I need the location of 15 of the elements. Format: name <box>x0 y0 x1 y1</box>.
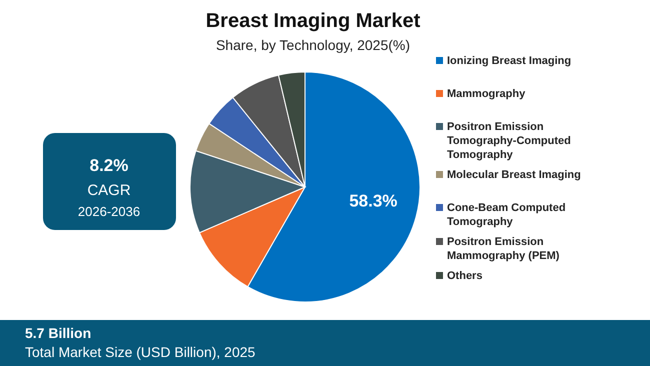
legend-label: Positron Emission Mammography (PEM) <box>447 236 560 262</box>
legend-label: Positron Emission Tomography-Computed Tomography <box>447 121 571 161</box>
legend-label: Molecular Breast Imaging <box>447 169 581 181</box>
chart-subtitle: Share, by Technology, 2025(%) <box>216 37 410 53</box>
chart-title: Breast Imaging Market <box>206 10 421 32</box>
text: Total Market Size (USD Billion), 2025 <box>25 344 256 360</box>
legend-label: Others <box>447 270 482 282</box>
text: 5.7 Billion <box>25 325 92 341</box>
legend-label: Mammography <box>447 88 526 100</box>
data-label: 58.3% <box>349 192 398 211</box>
text: 8.2% <box>90 156 128 175</box>
legend-label: Ionizing Breast Imaging <box>447 55 572 67</box>
text: 2026-2036 <box>78 204 140 219</box>
legend-label: Cone-Beam Computed Tomography <box>447 202 566 228</box>
text: CAGR <box>87 182 131 199</box>
